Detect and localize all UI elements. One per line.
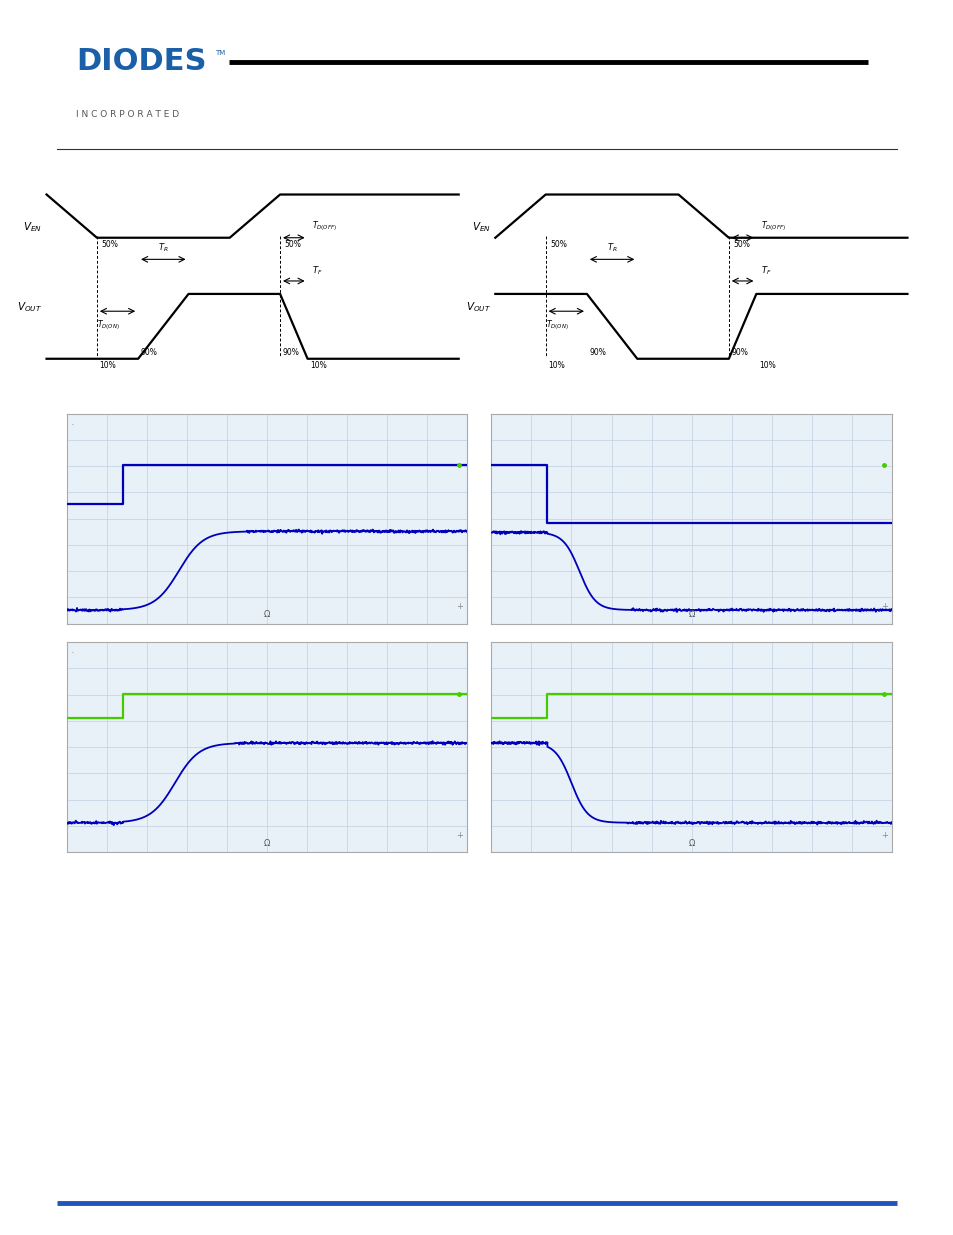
Text: ·: ·: [71, 648, 74, 658]
Text: TM: TM: [214, 51, 225, 56]
Text: 90%: 90%: [282, 347, 299, 357]
Text: $T_R$: $T_R$: [606, 242, 617, 254]
Text: $T_F$: $T_F$: [760, 264, 771, 277]
Text: Ω: Ω: [688, 839, 694, 848]
Text: Ω: Ω: [688, 610, 694, 620]
Text: $T_F$: $T_F$: [312, 264, 322, 277]
Text: 50%: 50%: [101, 240, 118, 249]
Text: Ω: Ω: [264, 610, 270, 620]
Text: 10%: 10%: [310, 361, 327, 370]
Text: 90%: 90%: [589, 347, 606, 357]
Text: +: +: [881, 603, 887, 611]
Text: $V_{EN}$: $V_{EN}$: [23, 220, 42, 233]
Text: 90%: 90%: [731, 347, 748, 357]
Text: $T_{D(ON)}$: $T_{D(ON)}$: [97, 317, 119, 331]
Text: $T_{D(OFF)}$: $T_{D(OFF)}$: [760, 220, 785, 233]
Text: I N C O R P O R A T E D: I N C O R P O R A T E D: [76, 110, 179, 119]
Text: 10%: 10%: [548, 361, 564, 370]
Text: +: +: [881, 831, 887, 840]
Text: 50%: 50%: [284, 240, 301, 249]
Text: $V_{EN}$: $V_{EN}$: [472, 220, 490, 233]
Text: ·: ·: [71, 420, 74, 430]
Text: 10%: 10%: [759, 361, 775, 370]
Text: +: +: [456, 603, 463, 611]
Text: 10%: 10%: [99, 361, 116, 370]
Text: 50%: 50%: [550, 240, 566, 249]
Text: $V_{OUT}$: $V_{OUT}$: [17, 300, 42, 314]
Text: +: +: [456, 831, 463, 840]
Text: DIODES: DIODES: [76, 47, 207, 77]
Text: $V_{OUT}$: $V_{OUT}$: [465, 300, 490, 314]
Text: Ω: Ω: [264, 839, 270, 848]
Text: 50%: 50%: [733, 240, 749, 249]
Text: 90%: 90%: [141, 347, 157, 357]
Text: $T_{D(ON)}$: $T_{D(ON)}$: [545, 317, 568, 331]
Text: $T_R$: $T_R$: [158, 242, 169, 254]
Text: $T_{D(OFF)}$: $T_{D(OFF)}$: [312, 220, 336, 233]
